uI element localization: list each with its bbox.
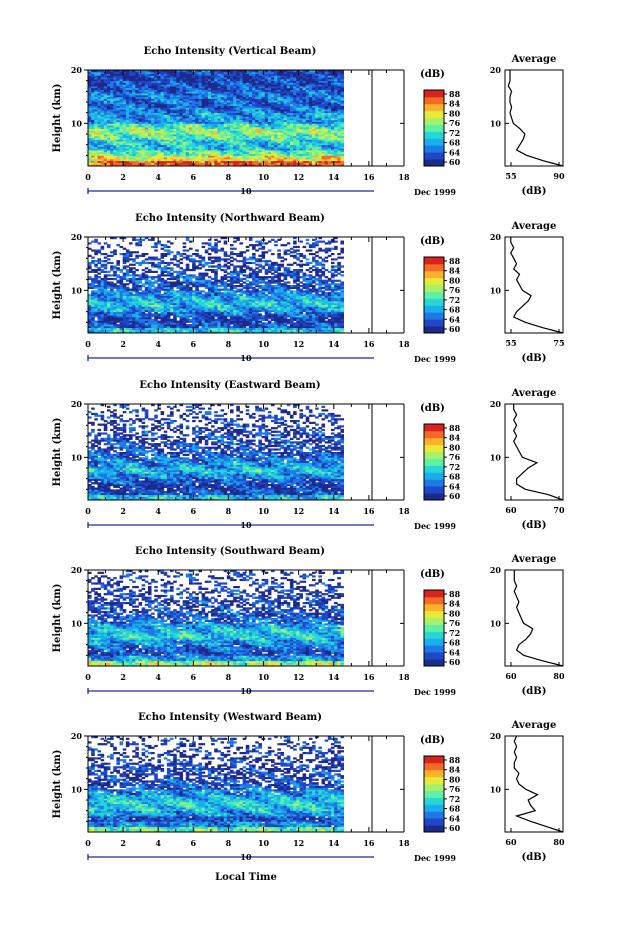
heatmap-cell bbox=[262, 322, 266, 324]
heatmap-cell bbox=[265, 322, 269, 324]
heatmap-cells bbox=[88, 70, 344, 166]
heatmap-cell bbox=[293, 322, 297, 324]
x-tick-label: 6 bbox=[191, 172, 197, 182]
y-tick-label: 10 bbox=[71, 118, 83, 128]
y-axis-label: Height (km) bbox=[52, 84, 63, 153]
average-title: Average bbox=[511, 54, 557, 65]
average-y-tick-label: 20 bbox=[490, 65, 502, 75]
colorbar-tick-label: 80 bbox=[449, 108, 461, 118]
date-label: Dec 1999 bbox=[414, 187, 456, 197]
colorbar-swatch bbox=[424, 138, 444, 145]
x-tick-label: 8 bbox=[226, 172, 232, 182]
x-tick-label: 2 bbox=[120, 172, 126, 182]
heatmap-cell bbox=[116, 324, 120, 326]
average-x-tick-label: 90 bbox=[553, 171, 565, 181]
heatmap-cell bbox=[198, 328, 202, 330]
average-profile-line bbox=[508, 70, 563, 166]
colorbar-swatch bbox=[424, 97, 444, 104]
colorbar-tick-label: 88 bbox=[449, 89, 461, 99]
colorbar-tick-label: 76 bbox=[449, 118, 461, 128]
average-frame bbox=[505, 70, 563, 166]
chart-title: Echo Intensity (Northward Beam) bbox=[135, 213, 325, 224]
colorbar-swatch bbox=[424, 131, 444, 138]
colorbar-unit: (dB) bbox=[420, 69, 445, 80]
average-x-tick-label: 55 bbox=[505, 171, 516, 181]
colorbar-tick-label: 72 bbox=[449, 128, 460, 138]
colorbar-swatch bbox=[424, 145, 444, 152]
x-tick-label: 10 bbox=[258, 172, 270, 182]
x-tick-label: 12 bbox=[293, 172, 304, 182]
colorbar-tick-label: 64 bbox=[449, 147, 461, 157]
colorbar-tick-label: 84 bbox=[449, 99, 461, 109]
colorbar-swatch bbox=[424, 104, 444, 111]
heatmap-cell bbox=[230, 326, 234, 328]
x-tick-label: 16 bbox=[363, 172, 375, 182]
heatmap-cell bbox=[186, 324, 190, 326]
heatmap-cell bbox=[157, 321, 161, 323]
colorbar-swatch bbox=[424, 125, 444, 132]
chart-title: Echo Intensity (Vertical Beam) bbox=[144, 46, 317, 57]
average-x-label: (dB) bbox=[522, 186, 547, 197]
x-tick-label: 18 bbox=[398, 172, 410, 182]
heatmap-cell bbox=[94, 321, 98, 323]
average-y-tick-label: 10 bbox=[490, 118, 502, 128]
colorbar-swatch bbox=[424, 118, 444, 125]
colorbar-swatch bbox=[424, 90, 444, 97]
day-label: 10 bbox=[240, 186, 252, 196]
colorbar-tick-label: 60 bbox=[449, 157, 461, 167]
colorbar-swatch bbox=[424, 152, 444, 159]
colorbar-swatch bbox=[424, 159, 444, 166]
heatmap-cell bbox=[271, 322, 275, 324]
x-tick-label: 0 bbox=[85, 172, 91, 182]
x-tick-label: 14 bbox=[328, 172, 340, 182]
x-tick-label: 4 bbox=[155, 172, 161, 182]
colorbar-swatch bbox=[424, 111, 444, 118]
heatmap-cell bbox=[246, 328, 250, 330]
heatmap-cell bbox=[189, 324, 193, 326]
heatmap-cell bbox=[287, 326, 291, 328]
colorbar-tick-label: 68 bbox=[449, 138, 461, 148]
y-tick-label: 20 bbox=[71, 65, 83, 75]
heatmap-cells bbox=[88, 237, 344, 333]
